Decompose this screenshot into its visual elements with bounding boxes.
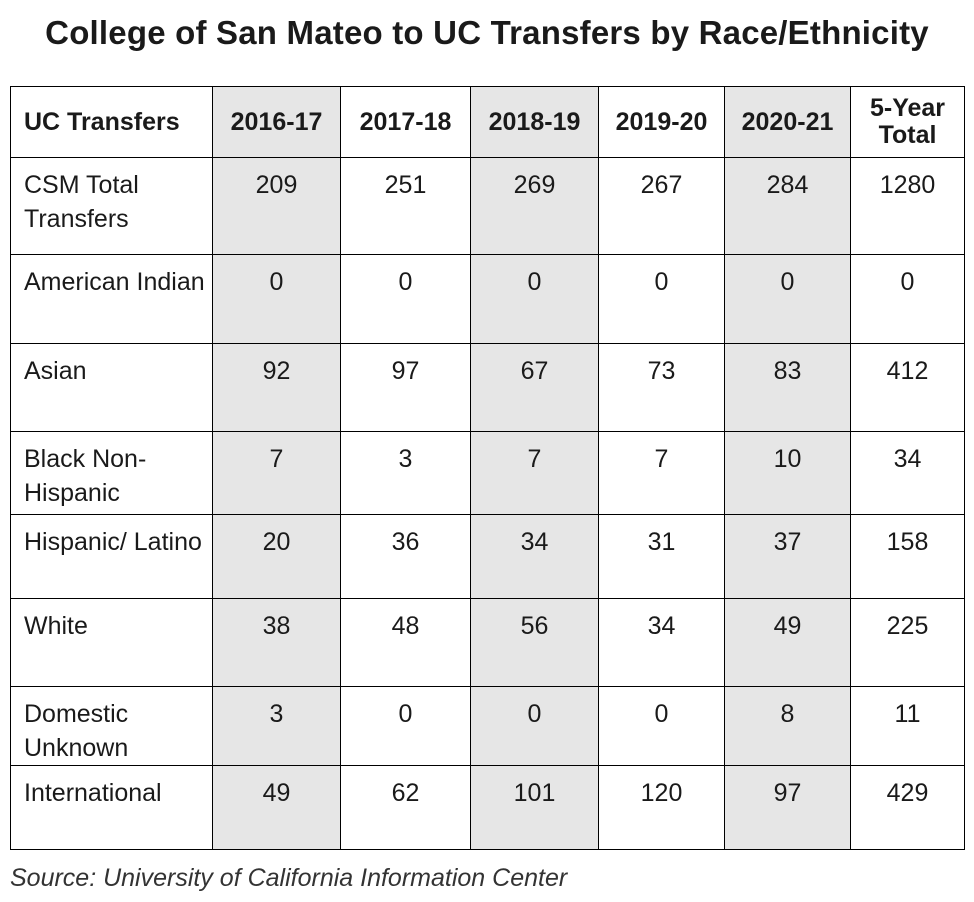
column-header-5-year-total: 5-Year Total [850,86,965,158]
table-cell: 0 [724,254,851,344]
table-cell: 83 [724,343,851,432]
table-row: Asian 92 97 67 73 83 412 [10,343,965,432]
table-cell: 0 [470,254,599,344]
row-label: International [10,765,213,850]
table-cell: 49 [212,765,341,850]
table-cell: 209 [212,157,341,255]
table-cell: 10 [724,431,851,515]
table-cell: 3 [212,686,341,766]
table-cell: 1280 [850,157,965,255]
column-header-2017-18: 2017-18 [340,86,471,158]
table-row: International 49 62 101 120 97 429 [10,765,965,850]
table-cell: 34 [598,598,725,687]
table-cell: 49 [724,598,851,687]
column-header-2019-20: 2019-20 [598,86,725,158]
row-label: American Indian [10,254,213,344]
table-cell: 0 [340,254,471,344]
table-cell: 3 [340,431,471,515]
table-cell: 34 [850,431,965,515]
source-note: Source: University of California Informa… [10,864,568,892]
table-cell: 0 [598,254,725,344]
column-header-2020-21: 2020-21 [724,86,851,158]
transfers-table: UC Transfers 2016-17 2017-18 2018-19 201… [10,86,965,850]
table-cell: 412 [850,343,965,432]
table-cell: 37 [724,514,851,599]
table-cell: 48 [340,598,471,687]
table-cell: 429 [850,765,965,850]
table-cell: 62 [340,765,471,850]
table-row: White 38 48 56 34 49 225 [10,598,965,687]
table-cell: 225 [850,598,965,687]
column-header-2016-17: 2016-17 [212,86,341,158]
table-cell: 101 [470,765,599,850]
column-header-uc-transfers: UC Transfers [10,86,213,158]
table-cell: 158 [850,514,965,599]
table-cell: 11 [850,686,965,766]
row-label: Domestic Unknown [10,686,213,766]
row-label: Hispanic/ Latino [10,514,213,599]
column-header-2018-19: 2018-19 [470,86,599,158]
table-row: American Indian 0 0 0 0 0 0 [10,254,965,344]
table-cell: 97 [340,343,471,432]
table-cell: 31 [598,514,725,599]
table-cell: 92 [212,343,341,432]
table-cell: 251 [340,157,471,255]
table-cell: 284 [724,157,851,255]
row-label: CSM Total Transfers [10,157,213,255]
table-cell: 7 [598,431,725,515]
row-label: Black Non-Hispanic [10,431,213,515]
table-cell: 38 [212,598,341,687]
table-cell: 267 [598,157,725,255]
table-row: CSM Total Transfers 209 251 269 267 284 … [10,157,965,255]
table-cell: 0 [212,254,341,344]
table-cell: 8 [724,686,851,766]
table-cell: 67 [470,343,599,432]
table-row: Black Non-Hispanic 7 3 7 7 10 34 [10,431,965,515]
table-row: Hispanic/ Latino 20 36 34 31 37 158 [10,514,965,599]
table-cell: 269 [470,157,599,255]
row-label: White [10,598,213,687]
table-cell: 7 [212,431,341,515]
table-cell: 7 [470,431,599,515]
table-header-row: UC Transfers 2016-17 2017-18 2018-19 201… [10,86,965,158]
table-cell: 34 [470,514,599,599]
row-label: Asian [10,343,213,432]
table-cell: 36 [340,514,471,599]
table-cell: 0 [598,686,725,766]
table-cell: 0 [340,686,471,766]
table-cell: 73 [598,343,725,432]
table-cell: 0 [850,254,965,344]
table-cell: 20 [212,514,341,599]
table-cell: 97 [724,765,851,850]
table-cell: 0 [470,686,599,766]
page-title: College of San Mateo to UC Transfers by … [45,14,929,51]
table-cell: 120 [598,765,725,850]
table-row: Domestic Unknown 3 0 0 0 8 11 [10,686,965,766]
table-cell: 56 [470,598,599,687]
